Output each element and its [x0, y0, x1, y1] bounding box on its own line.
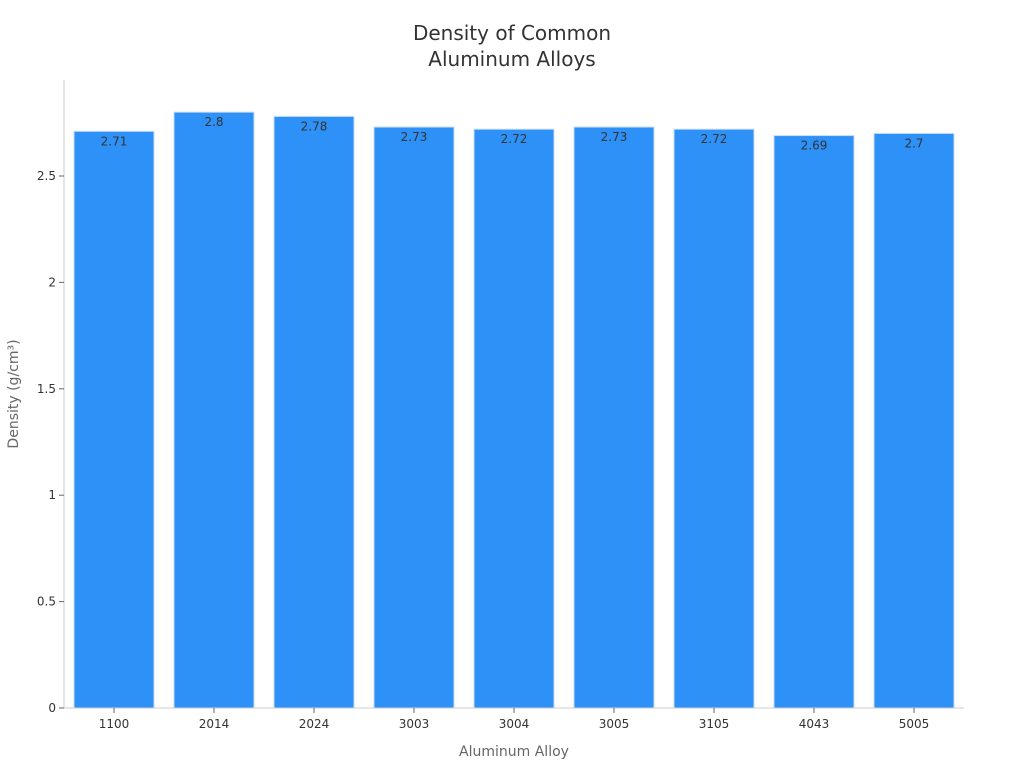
x-tick-label-2014: 2014	[199, 717, 230, 731]
bar-2024	[273, 115, 355, 709]
x-tick-label-3105: 3105	[699, 717, 730, 731]
data-label-1100: 2.71	[101, 134, 128, 148]
bars-group	[73, 111, 955, 709]
chart-title-line-1: Density of Common	[413, 21, 611, 45]
bar-3005	[573, 126, 655, 709]
data-label-2024: 2.78	[301, 119, 328, 133]
y-axis-title: Density (g/cm³)	[6, 339, 22, 448]
x-axis-title: Aluminum Alloy	[459, 744, 569, 760]
data-label-4043: 2.69	[801, 139, 828, 153]
y-tick-label-1: 0.5	[37, 595, 56, 609]
x-tick-label-4043: 4043	[799, 717, 830, 731]
data-label-3005: 2.73	[601, 130, 628, 144]
data-label-3004: 2.72	[501, 132, 528, 146]
data-labels-group: 2.71 2.8 2.78 2.73 2.72 2.73 2.72 2.69 2.7	[101, 115, 924, 152]
x-tick-label-3005: 3005	[599, 717, 630, 731]
x-tick-label-1100: 1100	[99, 717, 130, 731]
x-tick-label-3003: 3003	[399, 717, 430, 731]
data-label-3003: 2.73	[401, 130, 428, 144]
x-tick-label-5005: 5005	[899, 717, 930, 731]
x-tick-label-3004: 3004	[499, 717, 530, 731]
y-tick-label-4: 2	[48, 275, 56, 289]
y-tick-label-0: 0	[48, 701, 56, 715]
x-ticks-group: 1100 2014 2024 3003 3004 3005 3105 4043 5005	[99, 708, 930, 731]
data-label-5005: 2.7	[904, 136, 923, 150]
bar-4043	[773, 135, 855, 709]
y-tick-label-2: 1	[48, 488, 56, 502]
bar-1100	[73, 130, 155, 709]
data-label-2014: 2.8	[204, 115, 223, 129]
bar-5005	[873, 132, 955, 709]
y-tick-label-5: 2.5	[37, 169, 56, 183]
chart-title-line-2: Aluminum Alloys	[428, 47, 595, 71]
bar-3105	[673, 128, 755, 709]
y-ticks-group: 0 0.5 1 1.5 2 2.5	[37, 169, 64, 715]
data-label-3105: 2.72	[701, 132, 728, 146]
y-tick-label-3: 1.5	[37, 382, 56, 396]
x-tick-label-2024: 2024	[299, 717, 330, 731]
bar-3004	[473, 128, 555, 709]
bar-2014	[173, 111, 255, 709]
bar-3003	[373, 126, 455, 709]
